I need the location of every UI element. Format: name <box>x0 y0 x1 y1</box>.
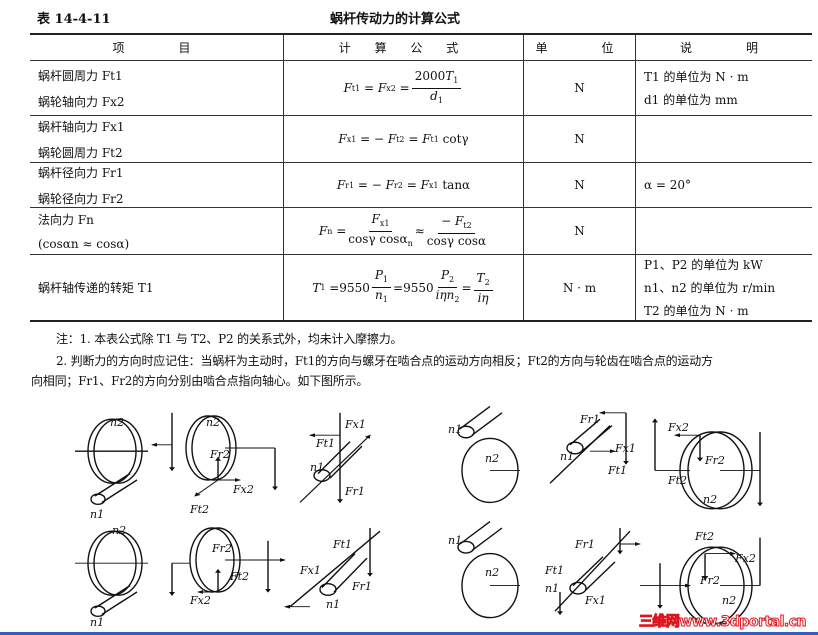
label-Ft2: Ft2 <box>694 530 714 543</box>
worm-gear-diagram <box>75 412 371 505</box>
label-Ft1: Ft1 <box>332 538 352 551</box>
label-Fx2: Fx2 <box>189 594 211 607</box>
label-Fx2: Fx2 <box>734 552 756 565</box>
label-Ft1: Ft1 <box>607 464 627 477</box>
table-title: 蜗杆传动力的计算公式 <box>330 12 461 27</box>
label-Ft2: Ft2 <box>189 503 209 516</box>
note-2a: 2. 判断力的方向时应记住：当蜗杆为主动时，Ft1的方向与螺牙在啮合点的运动方向… <box>56 354 713 368</box>
label-Fr1: Fr1 <box>351 580 372 593</box>
label-Fr1: Fr1 <box>579 413 600 426</box>
note-text: n1、n2 的单位为 r/min <box>644 281 776 295</box>
force-direction-diagrams: n2 n1 n2 Fr2 Fx2 Ft2 Fx1 Ft1 n1 Fr1 n1 n… <box>75 400 763 629</box>
label-n2: n2 <box>722 594 736 607</box>
item-label: 蜗杆圆周力 Ft1 <box>38 68 123 83</box>
label-n1: n1 <box>326 598 340 611</box>
unit: N <box>523 163 635 207</box>
unit: N <box>523 61 635 115</box>
unit: N <box>523 208 635 254</box>
label-n2: n2 <box>703 493 717 506</box>
item-label: 蜗轮径向力 Fr2 <box>38 191 124 206</box>
label-n2: n2 <box>485 452 499 465</box>
label-Fr1: Fr1 <box>344 485 365 498</box>
unit: N · m <box>523 255 635 320</box>
label-Fx1: Fx1 <box>344 418 366 431</box>
label-Fx1: Fx1 <box>614 442 636 455</box>
col-header-unit: 单 位 <box>523 35 635 60</box>
label-Fx1: Fx1 <box>299 564 321 577</box>
label-n2: n2 <box>112 524 126 537</box>
label-n1: n1 <box>310 461 324 474</box>
note-text: T2 的单位为 N · m <box>644 304 749 318</box>
label-Fx1: Fx1 <box>584 594 606 607</box>
label-Fx2: Fx2 <box>232 483 254 496</box>
item-label: 蜗轮圆周力 Ft2 <box>38 145 123 160</box>
bottom-border <box>0 632 818 635</box>
worm-gear-diagram <box>458 406 763 508</box>
col-header-item: 项 目 <box>112 41 201 55</box>
label-n2: n2 <box>206 416 220 429</box>
label-n1: n1 <box>90 616 104 629</box>
unit: N <box>523 116 635 162</box>
note-1: 注：1. 本表公式除 T1 与 T2、P2 的关系式外，均未计入摩擦力。 <box>56 332 403 346</box>
label-Ft1: Ft1 <box>544 564 564 577</box>
item-label: 蜗杆径向力 Fr1 <box>38 165 124 180</box>
label-Fr2: Fr2 <box>209 448 230 461</box>
col-header-formula: 计 算 公 式 <box>283 35 523 60</box>
table-header-row: 项 目 计 算 公 式 单 位 说 明 <box>30 35 812 60</box>
col-header-notes: 说 明 <box>635 35 812 60</box>
label-n2: n2 <box>110 416 124 429</box>
note-text: P1、P2 的单位为 kW <box>644 258 763 272</box>
label-Ft2: Ft2 <box>229 570 249 583</box>
watermark: 三维网www.3dportal.cn <box>638 614 807 631</box>
label-n2: n2 <box>485 566 499 579</box>
label-n1: n1 <box>545 582 559 595</box>
label-n1: n1 <box>560 450 574 463</box>
label-n1: n1 <box>448 423 462 436</box>
table-number: 表 14-4-11 <box>37 12 111 27</box>
note-text: T1 的单位为 N · m <box>644 70 749 84</box>
note-text: α = 20° <box>644 178 692 192</box>
label-Fr2: Fr2 <box>699 574 720 587</box>
label-Fr1: Fr1 <box>574 538 595 551</box>
item-label: 法向力 Fn <box>38 213 94 227</box>
force-formula-table: 项 目 计 算 公 式 单 位 说 明 蜗杆圆周力 Ft1 蜗轮轴向力 Fx2 F… <box>30 33 812 322</box>
label-n1: n1 <box>90 508 104 521</box>
item-label: (cosαn ≈ cosα) <box>38 237 130 251</box>
item-label: 蜗轮轴向力 Fx2 <box>38 94 125 109</box>
item-label: 蜗杆轴向力 Fx1 <box>38 119 125 134</box>
label-Fx2: Fx2 <box>667 421 689 434</box>
label-n1: n1 <box>448 534 462 547</box>
worm-gear-diagram <box>458 522 761 624</box>
note-text: d1 的单位为 mm <box>644 93 738 107</box>
label-Ft2: Ft2 <box>667 474 687 487</box>
note-2b: 向相同；Fr1、Fr2的方向分别由啮合点指向轴心。如下图所示。 <box>31 374 369 388</box>
worm-gear-diagram <box>75 528 380 616</box>
label-Fr2: Fr2 <box>704 454 725 467</box>
label-Fr2: Fr2 <box>211 542 232 555</box>
item-label: 蜗杆轴传递的转矩 T1 <box>38 281 154 295</box>
label-Ft1: Ft1 <box>315 437 335 450</box>
